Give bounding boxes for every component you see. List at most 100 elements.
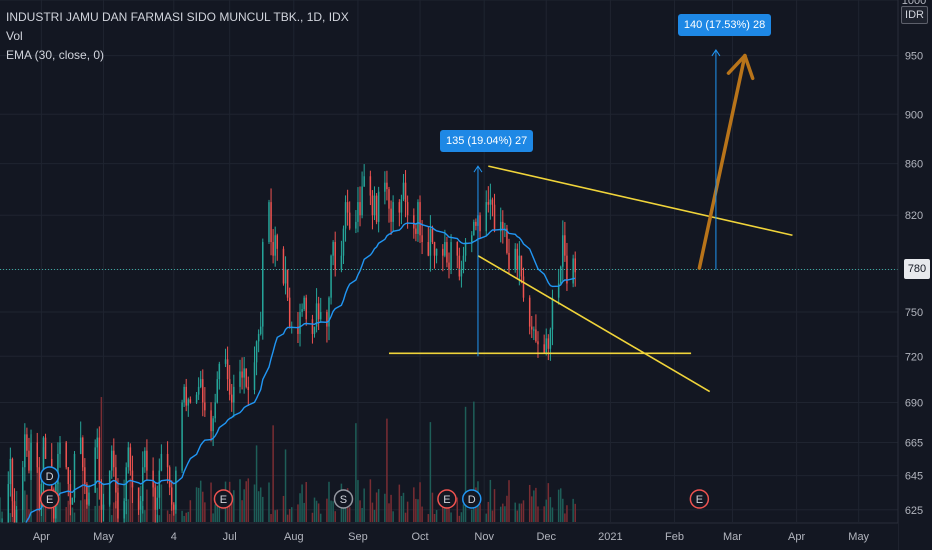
measurement-label: 140 (17.53%) 28 [677,13,772,36]
candle-body [551,297,554,330]
time-tick-label: Feb [665,531,684,543]
candle-body [247,386,250,390]
event-marker-e[interactable] [39,489,60,509]
symbol-title[interactable]: INDUSTRI JAMU DAN FARMASI SIDO MUNCUL TB… [6,10,349,24]
volume-bar [431,492,434,522]
candle-body [543,344,545,354]
price-tick-label: 950 [905,51,923,63]
volume-bar [502,503,504,522]
candle-body [464,242,467,256]
volume-bar [402,492,405,522]
volume-bar [243,489,245,522]
candle-body [502,221,504,229]
candle-body [388,189,390,209]
candle-body [216,379,219,403]
volume-bar [65,507,67,522]
event-marker-d[interactable] [462,489,482,509]
volume-bar [572,498,574,522]
volume-bar [417,499,419,522]
candle-body [94,447,96,493]
volume-bar [94,505,96,522]
volume-bar [334,511,336,522]
volume-bar [377,489,380,522]
trendline[interactable] [477,254,711,393]
volume-bar [520,503,523,522]
currency-badge[interactable]: IDR [901,6,928,24]
volume-bar [272,425,274,522]
candle-body [545,338,547,354]
volume-bar [551,507,554,522]
time-axis [0,523,898,550]
event-marker-e[interactable] [213,489,234,509]
volume-bar [518,503,521,522]
volume-bar [218,501,221,522]
candle-body [230,394,233,403]
candle-body [522,276,525,298]
volume-bar [113,502,115,522]
time-tick-label: Apr [788,531,805,543]
candle-body [444,242,446,256]
volume-bar [158,515,161,522]
volume-bar [531,496,533,522]
candle-body [210,410,212,432]
event-marker-s[interactable] [333,489,354,509]
volume-indicator-label[interactable]: Vol [6,29,23,43]
event-marker-e[interactable] [689,489,710,509]
candle-body [431,228,434,243]
volume-bar [59,482,61,522]
candle-body [400,199,403,213]
projection-arrowhead [743,53,755,81]
volume-bar [268,482,270,522]
ema-indicator-label[interactable]: EMA (30, close, 0) [6,48,105,62]
volume-bar [189,500,192,522]
candle-body [212,418,214,432]
volume-bar [257,491,260,522]
volume-bar [241,500,243,522]
volume-bar [129,478,132,522]
candle-body [330,255,332,298]
candle-body [284,269,287,284]
candle-body [197,386,200,395]
candle-body [79,437,82,454]
volume-bar [202,491,204,522]
candle-body [239,371,241,387]
volume-bar [471,509,473,522]
candle-body [137,487,140,510]
candle-body [508,252,510,270]
candle-body [204,402,206,411]
volume-bar [288,509,291,522]
candle-body [359,202,361,216]
candle-body [429,228,432,256]
volume-bar [146,489,148,522]
volume-bar [204,502,206,522]
volume-bar [210,482,212,522]
candle-body [363,176,365,187]
volume-bar [545,499,547,522]
event-marker-e[interactable] [437,489,457,509]
candle-body [57,453,59,485]
trendline[interactable] [488,165,793,237]
candle-body [113,450,115,468]
volume-bar [342,495,345,522]
volume-bar [458,515,461,522]
volume-bar [460,512,463,522]
volume-bar [559,488,562,522]
volume-bar [373,509,376,522]
candle-body [473,221,475,236]
projection-arrow[interactable] [697,53,747,270]
event-marker-d[interactable] [39,466,60,486]
candle-body [65,442,67,468]
candle-body [442,248,444,256]
candle-body [262,242,264,327]
candle-body [448,262,450,270]
volume-bar [375,492,378,522]
time-tick-label: May [848,531,869,543]
projection-arrowhead [726,53,747,75]
volume-bar [259,487,262,522]
volume-bar [557,489,560,522]
candle-body [36,442,38,468]
time-tick-label: Sep [348,531,368,543]
volume-bar [566,505,568,522]
volume-bar [26,494,28,522]
